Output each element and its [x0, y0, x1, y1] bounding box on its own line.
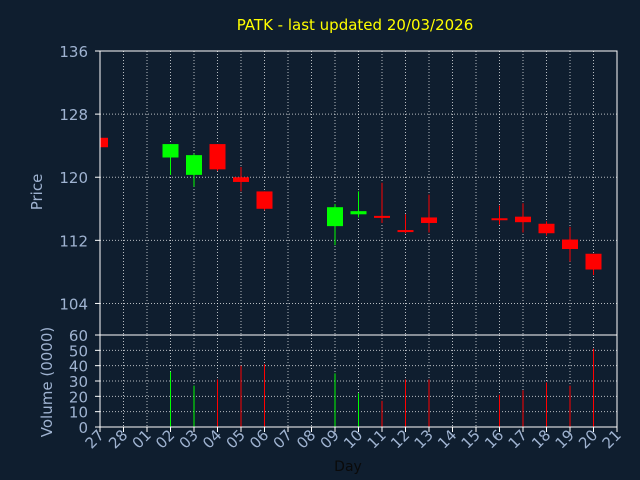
x-ticks: 2728010203040506070809101112131415161718… — [82, 426, 625, 452]
candle-body — [585, 253, 602, 270]
x-tick-label: 06 — [246, 426, 272, 452]
chart-title: PATK - last updated 20/03/2026 — [237, 16, 474, 34]
price-tick-label: 104 — [59, 295, 88, 313]
candle-body — [233, 177, 249, 182]
x-tick-label: 01 — [129, 426, 155, 452]
volume-tick-label: 50 — [69, 342, 88, 360]
candle-12 — [397, 214, 414, 234]
candle-19 — [562, 226, 578, 262]
x-tick-label: 07 — [270, 426, 296, 452]
x-tick-label: 10 — [340, 426, 366, 452]
volume-tick-label: 10 — [69, 404, 88, 422]
candle-body — [421, 217, 437, 223]
candle-13 — [421, 194, 437, 233]
x-tick-label: 20 — [575, 426, 601, 452]
candle-20 — [585, 253, 602, 276]
candle-10 — [350, 191, 367, 218]
candle-body — [186, 155, 202, 175]
x-tick-label: 14 — [434, 426, 460, 452]
candle-body — [162, 144, 179, 158]
candle-body — [256, 191, 273, 209]
x-tick-label: 21 — [599, 426, 625, 452]
candle-09 — [327, 204, 343, 246]
candle-body — [562, 239, 578, 250]
candle-body — [397, 230, 414, 233]
candle-03 — [186, 153, 202, 187]
volume-bars — [170, 348, 594, 427]
candle-body — [350, 211, 367, 215]
price-tick-label: 128 — [59, 106, 88, 124]
volume-tick-label: 60 — [69, 327, 88, 345]
price-tick-label: 120 — [59, 169, 88, 187]
candles — [99, 137, 602, 276]
x-tick-label: 18 — [528, 426, 554, 452]
x-tick-label: 19 — [552, 426, 578, 452]
x-axis-label: Day — [334, 459, 362, 475]
volume-tick-label: 20 — [69, 388, 88, 406]
candle-27 — [99, 137, 108, 148]
price-tick-label: 136 — [59, 43, 88, 61]
candle-16 — [491, 205, 508, 225]
volume-tick-label: 40 — [69, 358, 88, 376]
price-y-ticks: 104 112 120 128 136 — [59, 43, 100, 313]
x-tick-label: 02 — [152, 426, 178, 452]
x-tick-label: 04 — [199, 426, 225, 452]
candle-body — [491, 218, 508, 221]
candle-body — [100, 137, 108, 148]
x-tick-label: 17 — [505, 426, 531, 452]
x-tick-label: 28 — [105, 426, 131, 452]
x-tick-label: 09 — [317, 426, 343, 452]
x-tick-label: 11 — [364, 426, 390, 452]
candle-04 — [209, 144, 226, 171]
volume-tick-label: 0 — [78, 419, 88, 437]
x-tick-label: 05 — [223, 426, 249, 452]
volume-axis-label: Volume (0000) — [38, 327, 56, 437]
price-tick-label: 112 — [59, 232, 88, 250]
candle-17 — [515, 203, 531, 233]
candle-body — [209, 144, 226, 170]
x-tick-label: 12 — [387, 426, 413, 452]
x-tick-label: 03 — [176, 426, 202, 452]
candle-06 — [256, 191, 273, 211]
x-tick-label: 08 — [293, 426, 319, 452]
candle-body — [374, 215, 390, 218]
candle-05 — [233, 166, 249, 192]
x-tick-label: 16 — [481, 426, 507, 452]
candle-body — [515, 216, 531, 223]
volume-tick-label: 30 — [69, 373, 88, 391]
candle-18 — [538, 221, 555, 236]
candle-body — [538, 223, 555, 234]
candle-body — [327, 207, 343, 227]
x-tick-label: 13 — [411, 426, 437, 452]
candle-11 — [374, 182, 390, 223]
x-tick-label: 15 — [458, 426, 484, 452]
price-axis-label: Price — [28, 174, 46, 211]
candle-02 — [162, 144, 179, 175]
